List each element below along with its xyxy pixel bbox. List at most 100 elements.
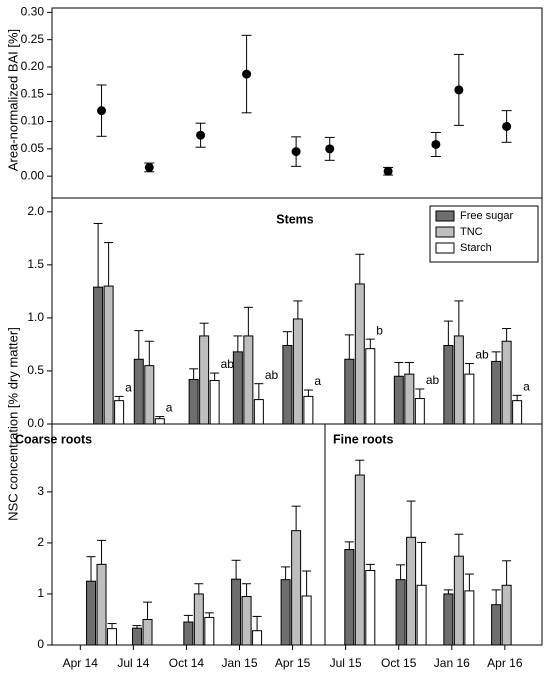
bar [183, 621, 194, 646]
x-tick-label: Oct 14 [169, 656, 205, 670]
y-tick-label: 0.10 [21, 114, 45, 128]
point [383, 166, 393, 176]
x-tick-label: Jan 15 [221, 656, 257, 670]
legend-label: Free sugar [460, 210, 514, 222]
y-tick-label: 0.5 [27, 363, 44, 377]
point [454, 85, 464, 95]
bar [303, 395, 314, 425]
bar [404, 373, 415, 425]
significance-label: ab [475, 348, 489, 362]
point [502, 121, 512, 131]
bar [354, 283, 365, 425]
point [196, 130, 206, 140]
y-tick-label: 0.15 [21, 86, 45, 100]
y-tick-label: 0 [37, 637, 44, 651]
y-tick-label: 0.05 [21, 141, 45, 155]
bar [354, 474, 365, 646]
point [325, 144, 335, 154]
significance-label: a [523, 380, 530, 394]
legend-label: TNC [460, 226, 483, 238]
bar [93, 286, 104, 425]
y-tick-label: 0.00 [21, 168, 45, 182]
significance-label: a [125, 381, 132, 395]
bar [132, 627, 143, 646]
bar [443, 593, 454, 646]
bar [491, 360, 502, 425]
bar [231, 578, 242, 646]
y-axis-label: NSC concentration [% dry matter] [5, 327, 20, 521]
y-tick-label: 0.25 [21, 32, 45, 46]
bar [253, 399, 264, 425]
bar [344, 549, 355, 646]
bar [133, 358, 144, 425]
bar [243, 335, 254, 425]
significance-label: ab [221, 357, 235, 371]
bar [395, 579, 406, 646]
significance-label: ab [426, 373, 440, 387]
bar [142, 618, 153, 646]
bar [232, 351, 243, 425]
bar [292, 318, 303, 425]
point [242, 69, 252, 79]
legend-swatch [435, 226, 455, 238]
y-tick-label: 1.5 [27, 257, 44, 271]
bar [193, 593, 204, 646]
bar [154, 418, 165, 425]
bar [199, 335, 210, 425]
bar [416, 584, 427, 646]
significance-label: b [376, 323, 383, 337]
y-tick-label: 1 [37, 586, 44, 600]
significance-label: ab [265, 368, 279, 382]
bar [96, 563, 107, 646]
bar [464, 373, 475, 425]
x-tick-label: Apr 15 [275, 656, 311, 670]
y-axis-label: Area-normalized BAI [%] [5, 29, 20, 171]
bar [188, 378, 199, 425]
bar [204, 616, 215, 646]
bar [464, 590, 475, 646]
y-tick-label: 2.0 [27, 204, 44, 218]
bar [414, 398, 425, 425]
y-tick-label: 1.0 [27, 310, 44, 324]
y-tick-label: 0.30 [21, 5, 45, 19]
bar [365, 569, 376, 646]
legend-swatch [435, 242, 455, 254]
x-tick-label: Apr 14 [63, 656, 99, 670]
bar [282, 344, 293, 425]
legend-swatch [435, 210, 455, 222]
y-tick-label: 0.20 [21, 59, 45, 73]
bar [344, 358, 355, 425]
bar [301, 595, 312, 646]
bar [252, 630, 263, 646]
bar [144, 365, 155, 425]
point [291, 147, 301, 157]
y-tick-label: 0.0 [27, 416, 44, 430]
bar [365, 348, 376, 425]
point [144, 162, 154, 172]
panel-title: Stems [276, 212, 314, 226]
bar [406, 536, 417, 646]
y-tick-label: 2 [37, 535, 44, 549]
bar [114, 400, 125, 425]
x-tick-label: Jul 15 [330, 656, 362, 670]
x-tick-label: Jan 16 [434, 656, 470, 670]
panel-title: Fine roots [333, 432, 393, 446]
bar [501, 340, 512, 425]
point [431, 139, 441, 149]
bar [443, 344, 454, 425]
bar [280, 579, 291, 646]
bar [491, 604, 502, 646]
bar [107, 628, 118, 646]
legend-label: Starch [460, 242, 492, 254]
point [97, 106, 107, 116]
bar [209, 379, 220, 425]
bar [103, 285, 114, 425]
bar [512, 400, 523, 425]
y-tick-label: 3 [37, 484, 44, 498]
bar [393, 375, 404, 425]
x-tick-label: Jul 14 [117, 656, 149, 670]
significance-label: a [314, 374, 321, 388]
bar [241, 596, 252, 646]
panel-title: Coarse roots [15, 432, 92, 446]
